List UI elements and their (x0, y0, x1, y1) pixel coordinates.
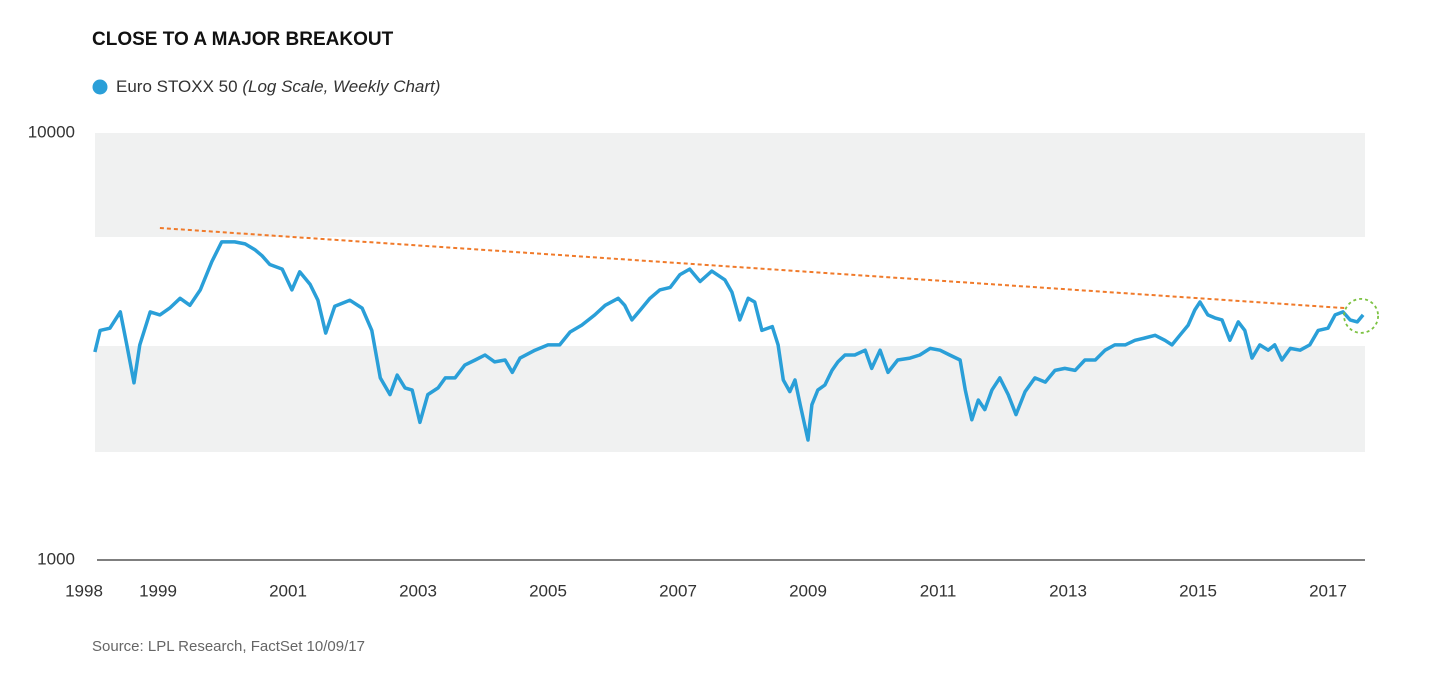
x-tick-label: 2011 (920, 581, 957, 600)
x-tick-label: 2005 (529, 581, 567, 600)
x-tick-label: 2009 (789, 581, 827, 600)
legend-text: Euro STOXX 50 (Log Scale, Weekly Chart) (116, 77, 440, 96)
x-tick-label: 2001 (269, 581, 307, 600)
x-tick-label: 2007 (659, 581, 697, 600)
series-line (93, 240, 1365, 442)
y-tick-label: 10000 (28, 122, 75, 141)
chart-title: CLOSE TO A MAJOR BREAKOUT (92, 29, 394, 50)
x-tick-label: 1999 (139, 581, 177, 600)
legend-label: Euro STOXX 50 (116, 77, 238, 96)
x-tick-label: 2015 (1179, 581, 1217, 600)
legend-swatch (92, 79, 108, 95)
plot-band (95, 346, 1365, 452)
x-tick-label: 2013 (1049, 581, 1087, 600)
x-tick-label: 1998 (65, 581, 103, 600)
x-tick-label: 2017 (1309, 581, 1347, 600)
plot-band (95, 133, 1365, 237)
trend-line (159, 227, 1345, 310)
x-tick-label: 2003 (399, 581, 437, 600)
source-note: Source: LPL Research, FactSet 10/09/17 (92, 638, 365, 655)
y-tick-label: 1000 (37, 549, 75, 568)
highlight-circle (1343, 297, 1379, 334)
chart-subtitle: (Log Scale, Weekly Chart) (242, 77, 440, 96)
